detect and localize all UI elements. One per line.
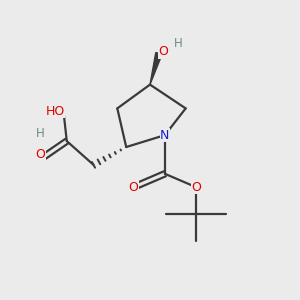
Text: N: N xyxy=(160,129,170,142)
Polygon shape xyxy=(150,52,162,85)
Text: O: O xyxy=(35,148,45,161)
Text: H: H xyxy=(174,37,183,50)
Text: HO: HO xyxy=(45,105,64,118)
Text: O: O xyxy=(191,181,201,194)
Text: O: O xyxy=(158,45,168,58)
Text: H: H xyxy=(36,127,44,140)
Text: O: O xyxy=(129,181,139,194)
